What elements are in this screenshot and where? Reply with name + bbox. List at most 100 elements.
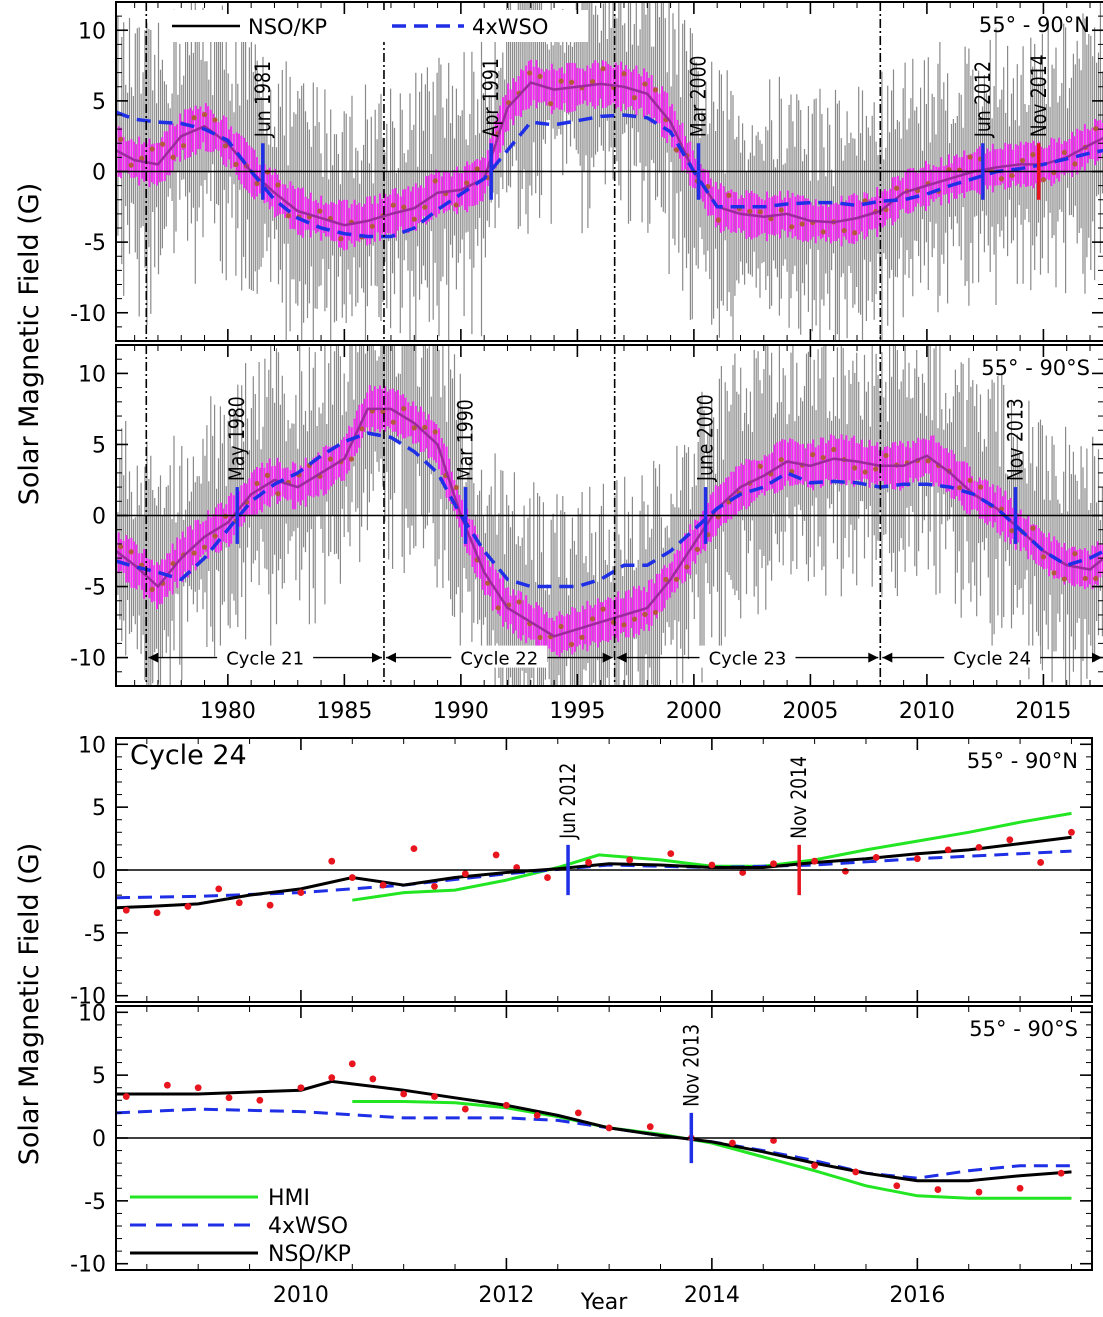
data-point [359, 426, 365, 432]
data-point [212, 117, 218, 123]
panel-bottom-north: Jun 2012 Nov 2014 55° - 90°N Cycle 24 -10 -5 0… [70, 733, 1093, 1010]
data-point [998, 176, 1005, 182]
monthly-point [461, 870, 469, 878]
monthly-point [667, 850, 675, 858]
data-point [810, 452, 816, 458]
reversal-label: Apr 1991 [478, 58, 503, 137]
reversal-label: Jun 2012 [970, 61, 995, 138]
series-line-nso-kp [116, 835, 1072, 910]
monthly-point [194, 1084, 202, 1092]
data-point [191, 550, 197, 556]
data-point [1030, 525, 1036, 531]
data-point [642, 81, 648, 87]
data-point [275, 182, 281, 188]
x-tick-label: 1995 [549, 699, 605, 724]
monthly-point [975, 1188, 983, 1196]
monthly-point [122, 906, 130, 914]
data-point [883, 452, 889, 459]
data-point [464, 180, 470, 186]
data-point [589, 616, 596, 622]
monthly-point [811, 1162, 819, 1170]
data-point [422, 204, 428, 210]
monthly-point [1037, 859, 1045, 866]
data-point [275, 491, 281, 497]
series-line-nso-kp [116, 81, 1103, 227]
data-point [589, 79, 596, 85]
data-point [149, 586, 155, 592]
data-point [338, 236, 344, 242]
monthly-point [348, 874, 356, 881]
x-tick-label: 2005 [782, 699, 838, 724]
y-tick-label: -5 [84, 231, 106, 256]
data-point [852, 230, 858, 236]
data-point [191, 115, 197, 121]
legend-label: HMI [268, 1186, 310, 1211]
series-line-hmi [352, 1100, 1072, 1200]
data-point [642, 611, 648, 617]
monthly-point [574, 1109, 582, 1117]
y-tick-label: -10 [70, 647, 106, 672]
data-point [139, 155, 145, 161]
data-point [118, 544, 124, 550]
data-point [327, 456, 333, 462]
x-tick-label: 2012 [478, 1283, 534, 1308]
cycle-label: Cycle 22 [460, 649, 538, 670]
data-point [411, 425, 417, 431]
data-point [432, 178, 438, 184]
y-axis-title-bottom: Solar Magnetic Field (G) [14, 843, 45, 1166]
data-point [673, 576, 680, 582]
data-point [873, 466, 879, 472]
data-point [128, 162, 134, 168]
y-tick-label: 10 [78, 733, 106, 758]
data-point [285, 213, 292, 219]
cycle-label-bg [699, 645, 796, 668]
monthly-point [461, 1105, 469, 1113]
reversal-label: Jun 1981 [250, 61, 275, 138]
monthly-point [708, 861, 716, 869]
y-tick-label: 5 [92, 1064, 106, 1089]
data-point [747, 208, 753, 214]
data-point [317, 208, 323, 214]
data-point [201, 111, 208, 118]
data-point [694, 546, 700, 552]
y-tick-label: 10 [78, 1001, 106, 1026]
data-point [768, 216, 774, 222]
cycle-arrowhead-left [882, 652, 893, 663]
cycle-arrowhead-left [616, 652, 627, 663]
data-point [118, 136, 124, 142]
monthly-point [626, 856, 634, 864]
reversal-label: June 2000 [693, 394, 718, 482]
monthly-point [513, 864, 521, 871]
data-point [967, 477, 973, 483]
data-point [537, 634, 543, 641]
monthly-point [544, 874, 551, 881]
monthly-point [646, 1123, 654, 1131]
data-point [673, 147, 680, 153]
data-point [422, 424, 428, 430]
data-point [1040, 177, 1047, 183]
data-point [663, 576, 669, 583]
monthly-point [605, 1124, 613, 1132]
x-tick-label: 2000 [666, 699, 722, 724]
data-point [453, 484, 459, 491]
data-point [925, 458, 931, 464]
y-tick-label: -10 [70, 302, 106, 327]
data-point [369, 223, 375, 229]
data-point [820, 454, 826, 461]
reversal-label: Nov 2013 [679, 1024, 704, 1107]
data-point [201, 544, 208, 550]
monthly-point [975, 843, 983, 851]
plot-area-bottom-north [116, 811, 1075, 917]
cycle-arrowhead-right [602, 652, 613, 663]
legend-label: NSO/KP [268, 1242, 351, 1267]
y-tick-label: 0 [92, 859, 106, 884]
series-line-4xwso [116, 849, 1072, 900]
monthly-point [122, 1093, 130, 1100]
monthly-point [431, 882, 438, 890]
data-point [348, 456, 354, 462]
data-point [1019, 157, 1026, 164]
cycle-arrowhead-right [371, 652, 382, 663]
monthly-point [913, 855, 921, 863]
data-point [852, 465, 858, 471]
y-tick-label: 5 [92, 796, 106, 821]
